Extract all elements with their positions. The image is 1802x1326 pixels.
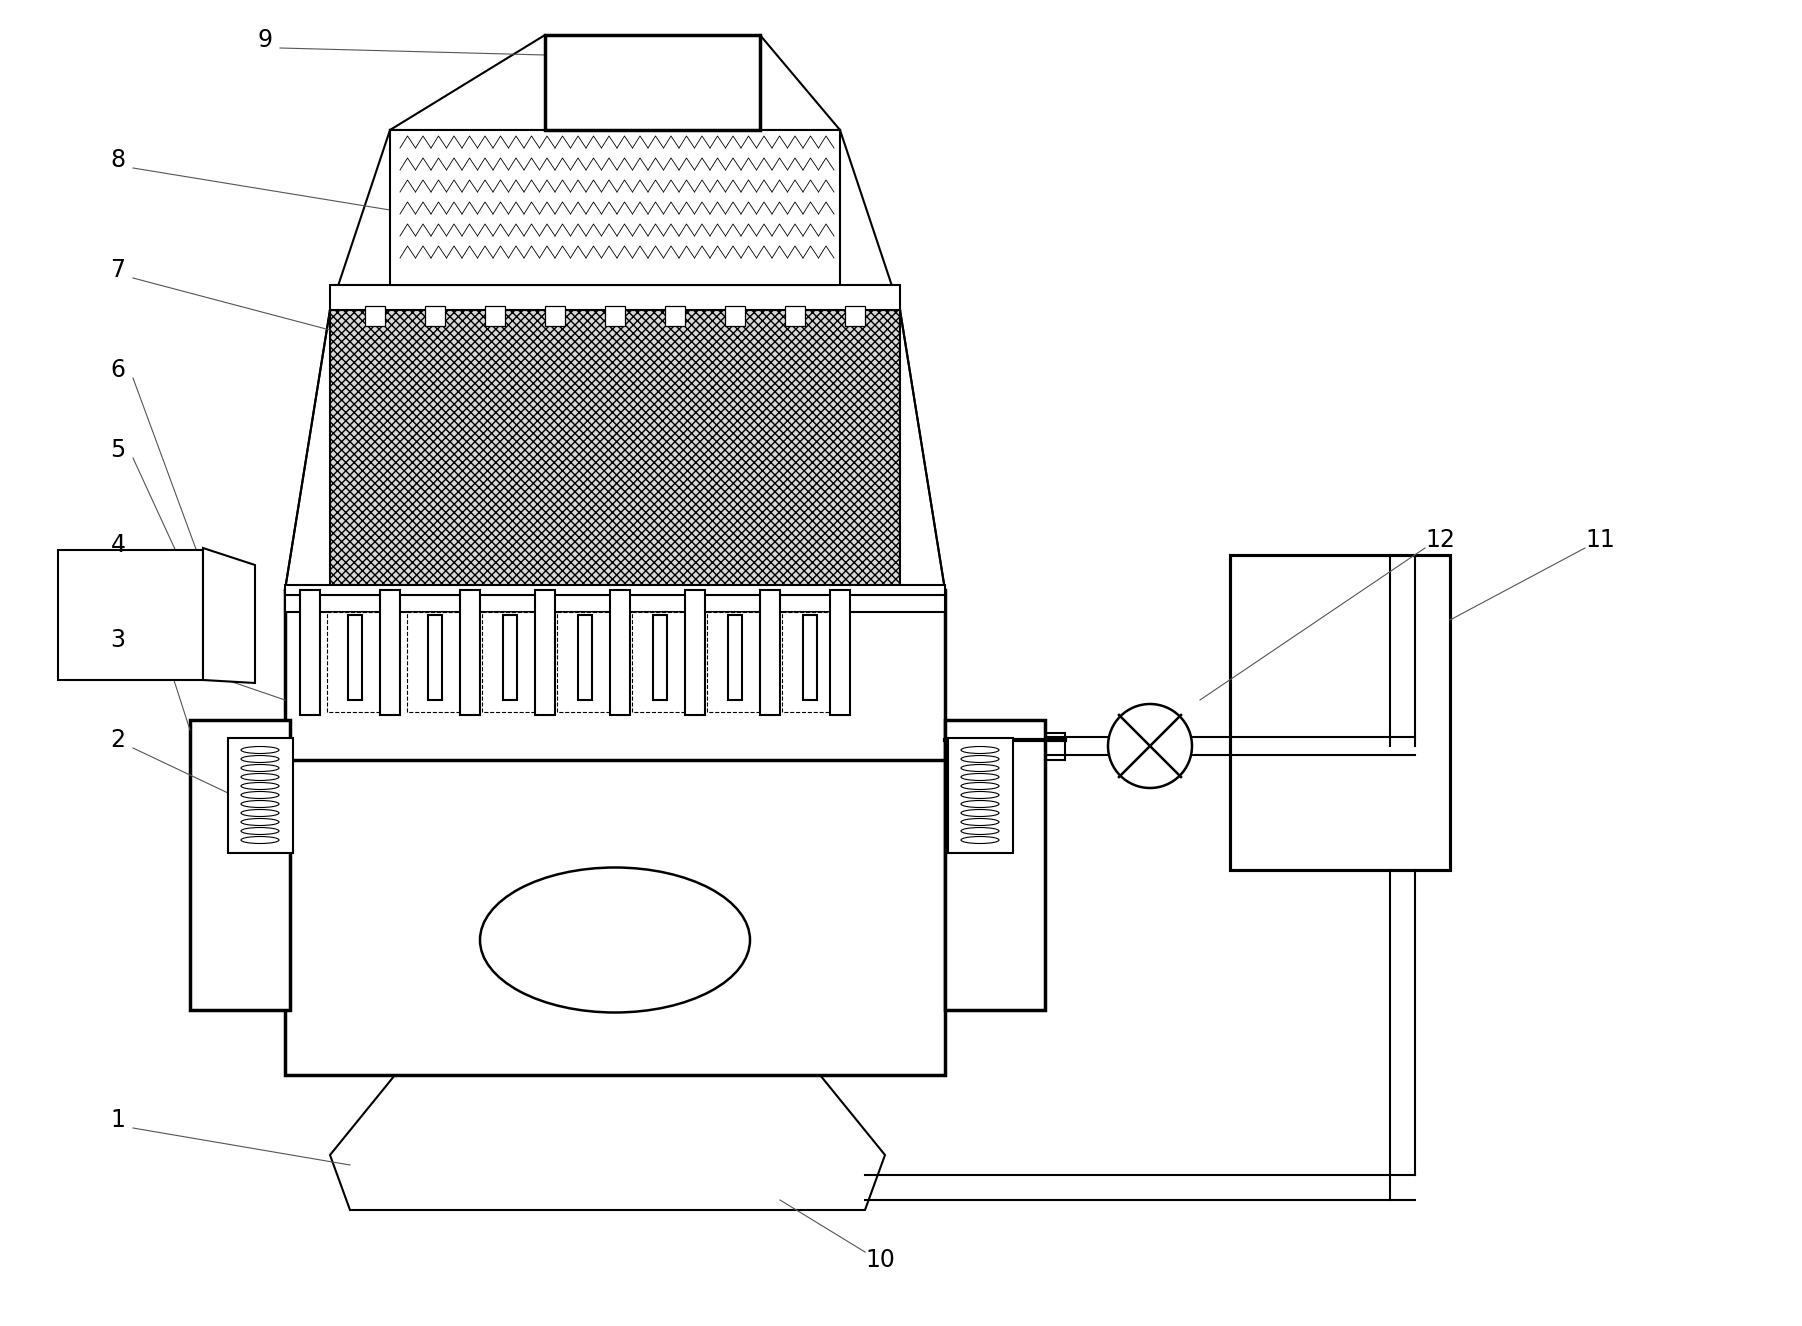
Bar — [285, 590, 944, 760]
Bar — [948, 739, 1013, 853]
Text: 9: 9 — [258, 28, 272, 52]
Bar — [285, 754, 944, 1075]
Text: 1: 1 — [110, 1109, 126, 1132]
Ellipse shape — [241, 801, 279, 808]
Bar — [685, 590, 705, 715]
Ellipse shape — [960, 827, 998, 834]
Text: 3: 3 — [110, 629, 126, 652]
Bar — [760, 590, 780, 715]
Bar — [804, 615, 816, 700]
Circle shape — [1108, 704, 1191, 788]
Ellipse shape — [960, 801, 998, 808]
Bar — [544, 34, 760, 130]
Bar — [786, 306, 805, 326]
Bar — [330, 310, 899, 590]
Text: 6: 6 — [110, 358, 126, 382]
Bar — [389, 130, 840, 285]
Bar — [557, 613, 613, 712]
Bar — [605, 306, 625, 326]
Bar — [189, 720, 290, 1010]
Bar — [285, 585, 944, 595]
Ellipse shape — [960, 782, 998, 789]
Bar — [535, 590, 555, 715]
Bar — [706, 613, 762, 712]
Text: 11: 11 — [1586, 528, 1615, 552]
Bar — [578, 615, 593, 700]
Ellipse shape — [960, 773, 998, 781]
Bar — [330, 285, 899, 310]
Ellipse shape — [241, 837, 279, 843]
Bar — [285, 590, 944, 613]
Bar — [728, 615, 742, 700]
Bar — [503, 615, 517, 700]
Ellipse shape — [960, 756, 998, 762]
Bar — [782, 613, 838, 712]
Ellipse shape — [241, 827, 279, 834]
Ellipse shape — [960, 792, 998, 798]
Text: 7: 7 — [110, 259, 126, 282]
Ellipse shape — [960, 765, 998, 772]
Text: 4: 4 — [110, 533, 126, 557]
Polygon shape — [330, 1075, 885, 1211]
Ellipse shape — [241, 747, 279, 753]
Bar — [407, 613, 463, 712]
Ellipse shape — [241, 818, 279, 826]
Bar — [460, 590, 479, 715]
Ellipse shape — [241, 756, 279, 762]
Ellipse shape — [241, 792, 279, 798]
Ellipse shape — [479, 867, 750, 1013]
Bar — [429, 615, 441, 700]
Bar — [481, 613, 539, 712]
Bar — [1231, 556, 1451, 870]
Text: 10: 10 — [865, 1248, 896, 1272]
Bar — [366, 306, 386, 326]
Ellipse shape — [960, 809, 998, 817]
Ellipse shape — [241, 765, 279, 772]
Bar — [299, 590, 321, 715]
Bar — [652, 615, 667, 700]
Text: 12: 12 — [1425, 528, 1454, 552]
Text: 5: 5 — [110, 438, 126, 461]
Bar — [544, 306, 566, 326]
Text: 8: 8 — [110, 149, 126, 172]
Ellipse shape — [241, 773, 279, 781]
Text: 2: 2 — [110, 728, 126, 752]
Ellipse shape — [960, 818, 998, 826]
Ellipse shape — [241, 782, 279, 789]
Bar — [229, 739, 294, 853]
Bar — [611, 590, 631, 715]
Bar — [944, 720, 1045, 1010]
Bar — [724, 306, 744, 326]
Ellipse shape — [241, 809, 279, 817]
Bar — [633, 613, 688, 712]
Polygon shape — [204, 548, 256, 683]
Ellipse shape — [960, 837, 998, 843]
Bar — [665, 306, 685, 326]
Bar — [485, 306, 505, 326]
Bar — [425, 306, 445, 326]
Bar — [831, 590, 851, 715]
Bar — [380, 590, 400, 715]
Bar — [348, 615, 362, 700]
Ellipse shape — [960, 747, 998, 753]
Bar — [58, 550, 204, 680]
Bar — [326, 613, 384, 712]
Bar — [845, 306, 865, 326]
